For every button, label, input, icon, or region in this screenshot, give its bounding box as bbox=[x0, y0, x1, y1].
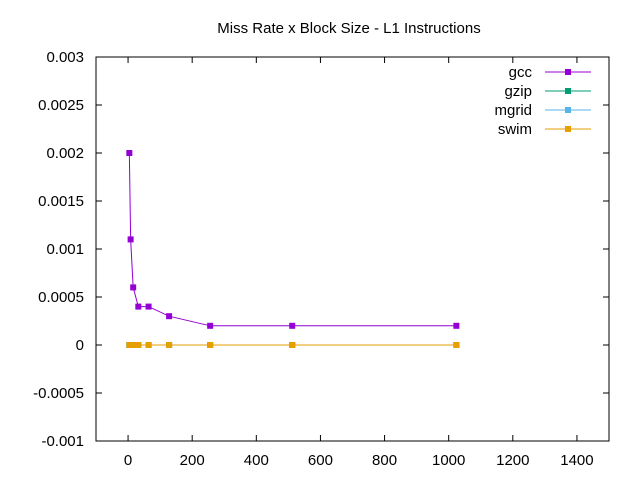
y-tick-label: 0.0015 bbox=[38, 193, 84, 210]
data-point bbox=[453, 342, 460, 348]
legend-marker-gzip bbox=[565, 88, 571, 94]
data-point bbox=[135, 342, 142, 348]
x-tick-label: 400 bbox=[244, 452, 269, 469]
series-swim bbox=[126, 342, 460, 348]
x-tick-label: 800 bbox=[372, 452, 397, 469]
series-gcc bbox=[126, 150, 460, 329]
y-axis: -0.001 -0.0005 0 0.0005 0.001 0.0015 0.002 0.00… bbox=[33, 49, 609, 450]
data-point bbox=[145, 303, 152, 310]
plot-area bbox=[95, 56, 610, 442]
x-tick-label: 1400 bbox=[560, 452, 593, 469]
y-tick-label: 0 bbox=[76, 337, 84, 354]
data-point bbox=[207, 322, 214, 329]
y-tick-label: 0.0025 bbox=[38, 97, 84, 114]
series-layer bbox=[126, 150, 460, 348]
x-tick-label: 1000 bbox=[432, 452, 465, 469]
data-point bbox=[130, 284, 137, 291]
legend-marker-swim bbox=[565, 126, 571, 132]
data-point bbox=[166, 313, 173, 320]
y-tick-label: -0.001 bbox=[41, 433, 84, 450]
legend-label-gzip: gzip bbox=[504, 83, 532, 100]
x-tick-label: 0 bbox=[124, 452, 132, 469]
data-point bbox=[166, 342, 173, 348]
legend-marker-mgrid bbox=[565, 107, 571, 113]
x-tick-label: 1200 bbox=[496, 452, 529, 469]
data-point bbox=[145, 342, 152, 348]
x-axis: 0 200 400 600 800 1000 1200 1400 bbox=[124, 57, 594, 469]
data-point bbox=[207, 342, 214, 348]
y-tick-label: -0.0005 bbox=[33, 385, 84, 402]
legend-label-mgrid: mgrid bbox=[494, 102, 532, 119]
legend-label-swim: swim bbox=[498, 121, 532, 138]
series-line-gcc bbox=[128, 152, 457, 327]
y-tick-label: 0.003 bbox=[46, 49, 84, 66]
legend-marker-gcc bbox=[565, 69, 571, 75]
y-tick-label: 0.0005 bbox=[38, 289, 84, 306]
x-tick-label: 600 bbox=[308, 452, 333, 469]
chart-title: Miss Rate x Block Size - L1 Instructions bbox=[217, 20, 480, 37]
legend-label-gcc: gcc bbox=[509, 64, 533, 81]
data-point bbox=[453, 322, 460, 329]
legend: gcc gzip mgrid swim bbox=[494, 64, 591, 138]
data-point bbox=[127, 236, 134, 243]
data-point bbox=[130, 342, 137, 348]
x-tick-label: 200 bbox=[180, 452, 205, 469]
data-point bbox=[289, 322, 296, 329]
data-point bbox=[126, 150, 133, 156]
data-point bbox=[135, 303, 142, 310]
data-point bbox=[289, 342, 296, 348]
y-tick-label: 0.002 bbox=[46, 145, 84, 162]
y-tick-label: 0.001 bbox=[46, 241, 84, 258]
